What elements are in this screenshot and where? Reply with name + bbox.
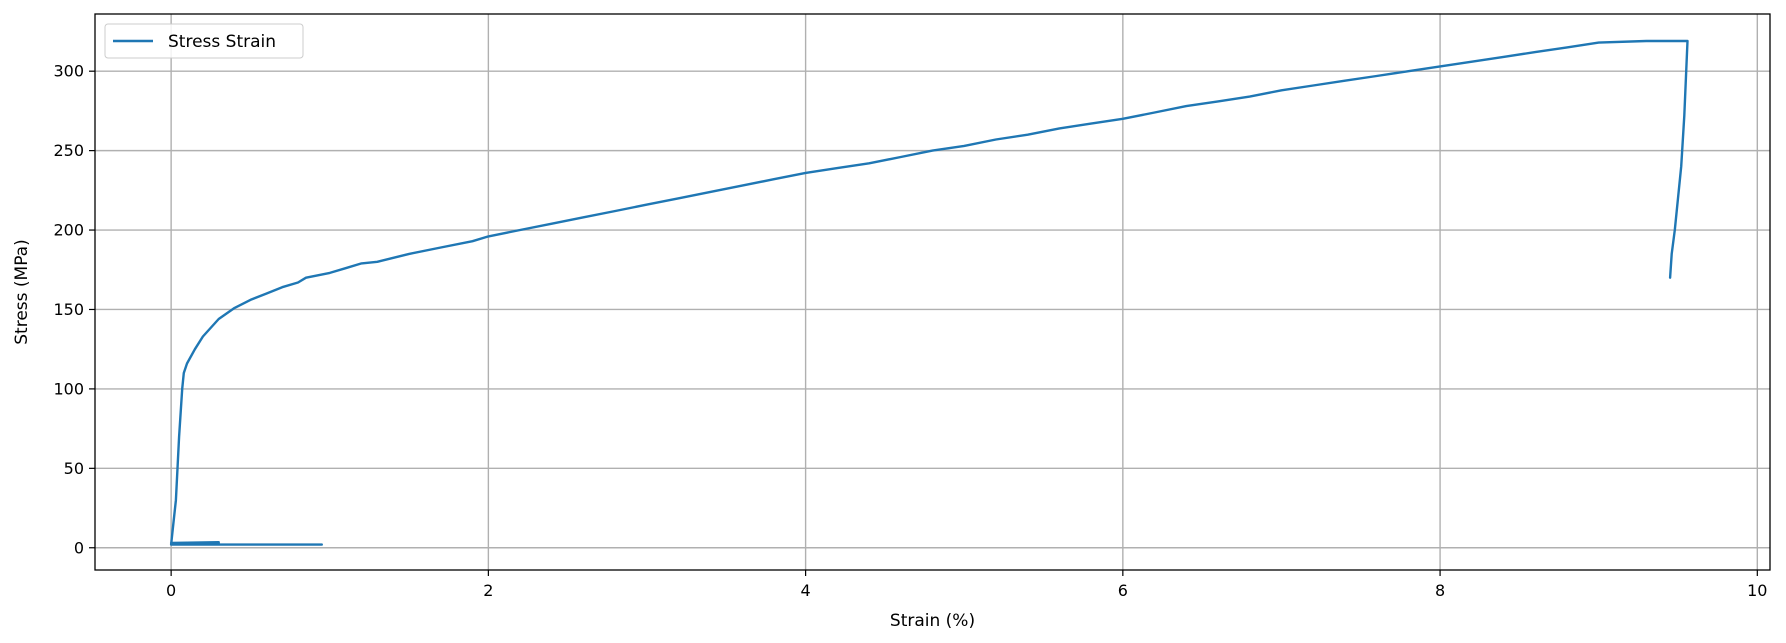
plot-frame	[94, 13, 1771, 571]
x-tick-label: 6	[1118, 581, 1128, 600]
series-line-0	[169, 39, 1689, 546]
x-tick-label: 10	[1747, 581, 1767, 600]
y-tick-label: 300	[53, 62, 84, 81]
x-tick-label: 0	[166, 581, 176, 600]
x-axis-label: Strain (%)	[890, 611, 975, 631]
y-tick-label: 150	[53, 300, 84, 319]
y-tick-label: 50	[64, 459, 84, 478]
x-tick-label: 2	[483, 581, 493, 600]
y-tick-label: 250	[53, 141, 84, 160]
grid-lines	[95, 14, 1770, 570]
y-tick-label: 100	[53, 379, 84, 398]
legend-label-stress-strain: Stress Strain	[168, 32, 276, 52]
y-tick-label: 200	[53, 221, 84, 240]
x-tick-label: 8	[1435, 581, 1445, 600]
y-tick-label: 0	[74, 538, 84, 557]
x-tick-label: 4	[801, 581, 811, 600]
series-layer	[169, 39, 1689, 546]
legend: Stress Strain	[104, 23, 304, 59]
y-axis-label: Stress (MPa)	[12, 239, 32, 345]
legend-box	[104, 23, 304, 59]
